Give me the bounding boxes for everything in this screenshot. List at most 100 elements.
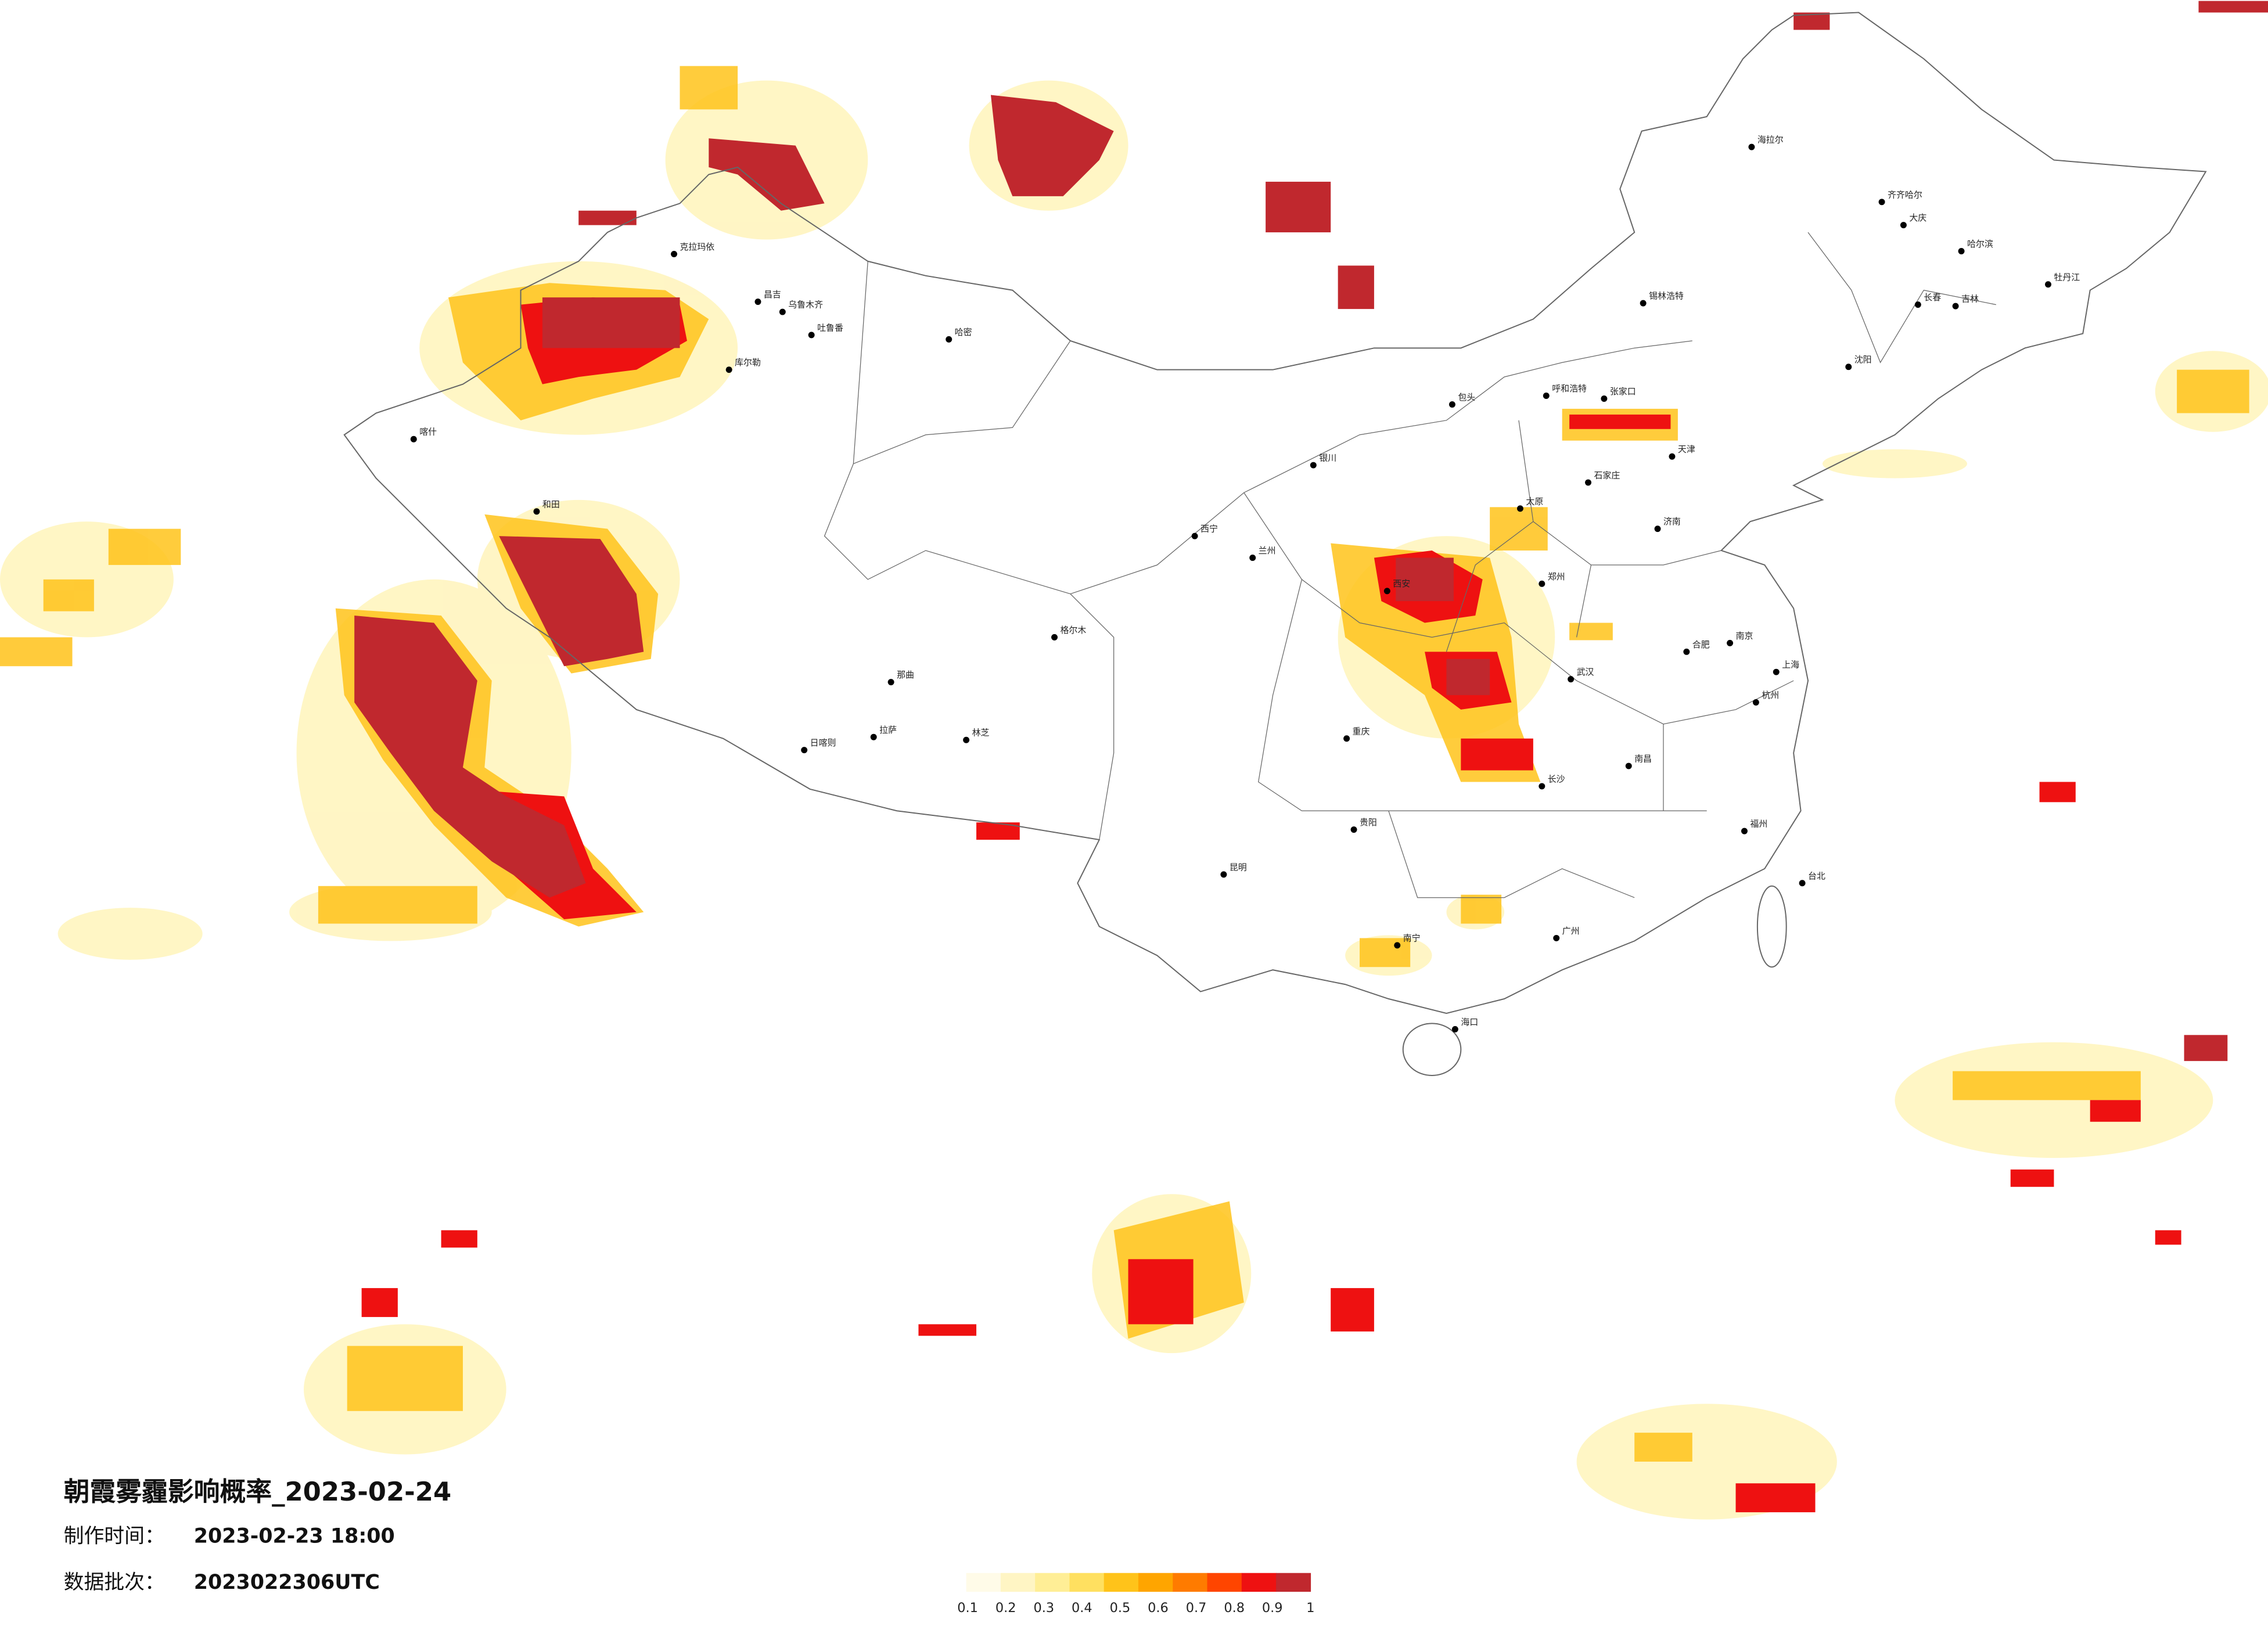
city-dot bbox=[1952, 303, 1959, 310]
city-dot bbox=[1568, 676, 1575, 683]
city-dot bbox=[1191, 533, 1198, 539]
city-label: 哈密 bbox=[955, 327, 972, 337]
city-dot bbox=[1051, 634, 1058, 641]
city-label: 大庆 bbox=[1909, 213, 1926, 223]
city-label: 拉萨 bbox=[879, 725, 897, 735]
city-label: 太原 bbox=[1526, 496, 1543, 506]
city-label: 长沙 bbox=[1548, 774, 1565, 784]
city-dot bbox=[1350, 826, 1357, 833]
city-label: 武汉 bbox=[1577, 667, 1594, 677]
city-label: 昆明 bbox=[1230, 862, 1247, 872]
city-label: 银川 bbox=[1319, 453, 1336, 463]
city-dot bbox=[2044, 281, 2051, 288]
city-dot bbox=[1683, 648, 1690, 655]
city-label: 石家庄 bbox=[1594, 470, 1620, 480]
city-label: 合肥 bbox=[1692, 639, 1710, 650]
legend-swatch bbox=[1173, 1573, 1208, 1592]
city-label: 郑州 bbox=[1548, 571, 1565, 582]
city-label: 济南 bbox=[1663, 516, 1681, 527]
legend-swatch bbox=[1035, 1573, 1070, 1592]
city-dot bbox=[801, 747, 808, 754]
city-dot bbox=[754, 298, 761, 305]
city-dot bbox=[1799, 880, 1806, 887]
legend-swatch bbox=[1276, 1573, 1311, 1592]
city-dot bbox=[1878, 199, 1885, 206]
city-dot bbox=[946, 336, 953, 343]
city-label: 包头 bbox=[1458, 392, 1475, 402]
legend-label: 0.8 bbox=[1224, 1600, 1245, 1616]
city-label: 海拉尔 bbox=[1757, 135, 1784, 145]
legend-label: 0.7 bbox=[1186, 1600, 1207, 1616]
city-label: 乌鲁木齐 bbox=[788, 300, 823, 310]
city-label: 锡林浩特 bbox=[1649, 291, 1684, 301]
city-dot bbox=[1752, 699, 1759, 706]
city-dot bbox=[1601, 395, 1608, 402]
city-dot bbox=[887, 679, 894, 686]
city-label: 南宁 bbox=[1403, 933, 1421, 943]
city-dot bbox=[1585, 479, 1591, 486]
boundaries bbox=[343, 12, 2207, 1077]
city-label: 那曲 bbox=[897, 670, 914, 680]
city-dot bbox=[1640, 300, 1647, 307]
city-label: 吉林 bbox=[1961, 294, 1979, 304]
city-label: 贵阳 bbox=[1360, 817, 1377, 828]
city-dot bbox=[1669, 453, 1676, 460]
city-dot bbox=[1741, 828, 1748, 834]
city-dot bbox=[1900, 222, 1907, 229]
city-label: 日喀则 bbox=[810, 738, 836, 748]
legend-label: 0.4 bbox=[1072, 1600, 1092, 1616]
province-lines bbox=[824, 232, 1996, 898]
city-dot bbox=[671, 250, 678, 257]
city-dot bbox=[1516, 505, 1523, 512]
production-time-value: 2023-02-23 18:00 bbox=[194, 1524, 395, 1548]
city-label: 上海 bbox=[1782, 660, 1799, 670]
city-dot bbox=[725, 366, 732, 373]
info-block: 朝霞雾霾影响概率_2023-02-24 制作时间： 2023-02-23 18:… bbox=[64, 1476, 452, 1594]
city-dot bbox=[1654, 526, 1661, 533]
taiwan-outline bbox=[1756, 885, 1787, 968]
city-label: 重庆 bbox=[1353, 726, 1370, 736]
city-dot bbox=[1539, 783, 1545, 790]
city-label: 广州 bbox=[1562, 926, 1580, 936]
legend-swatch bbox=[1207, 1573, 1242, 1592]
city-dot bbox=[410, 436, 417, 443]
city-label: 格尔木 bbox=[1060, 625, 1086, 635]
haze-max bbox=[354, 1, 2268, 1062]
city-label: 南京 bbox=[1736, 631, 1753, 641]
legend-label: 0.3 bbox=[1033, 1600, 1054, 1616]
legend-label: 1 bbox=[1306, 1600, 1314, 1616]
city-label: 天津 bbox=[1678, 444, 1695, 455]
legend-swatch bbox=[1241, 1573, 1277, 1592]
city-label: 齐齐哈尔 bbox=[1888, 189, 1922, 200]
city-label: 西宁 bbox=[1201, 524, 1218, 534]
city-dot bbox=[870, 733, 877, 740]
city-dot bbox=[779, 308, 786, 315]
map-title: 朝霞雾霾影响概率_2023-02-24 bbox=[64, 1476, 452, 1507]
city-dot bbox=[1249, 554, 1256, 561]
city-label: 兰州 bbox=[1259, 545, 1276, 556]
production-time-label: 制作时间： bbox=[64, 1524, 165, 1548]
legend-swatch bbox=[1138, 1573, 1173, 1592]
city-label: 长春 bbox=[1924, 292, 1941, 303]
haze-layer bbox=[0, 1, 2268, 1520]
legend-label: 0.6 bbox=[1148, 1600, 1169, 1616]
city-dot bbox=[1553, 934, 1560, 941]
city-label: 海口 bbox=[1461, 1017, 1478, 1027]
city-label: 杭州 bbox=[1762, 690, 1779, 700]
city-dot bbox=[808, 332, 815, 339]
city-dot bbox=[1310, 462, 1317, 469]
city-dot bbox=[1451, 1026, 1458, 1033]
city-dot bbox=[1343, 735, 1350, 742]
city-dot bbox=[1543, 393, 1550, 399]
city-dot bbox=[1220, 871, 1227, 878]
city-dot bbox=[1914, 301, 1921, 308]
city-label: 南昌 bbox=[1634, 754, 1652, 764]
city-label: 西安 bbox=[1393, 578, 1410, 589]
city-label: 林芝 bbox=[972, 728, 990, 738]
city-label: 张家口 bbox=[1610, 386, 1636, 397]
country-outline bbox=[343, 12, 2207, 1014]
legend-label: 0.2 bbox=[995, 1600, 1016, 1616]
city-label: 福州 bbox=[1750, 819, 1767, 829]
